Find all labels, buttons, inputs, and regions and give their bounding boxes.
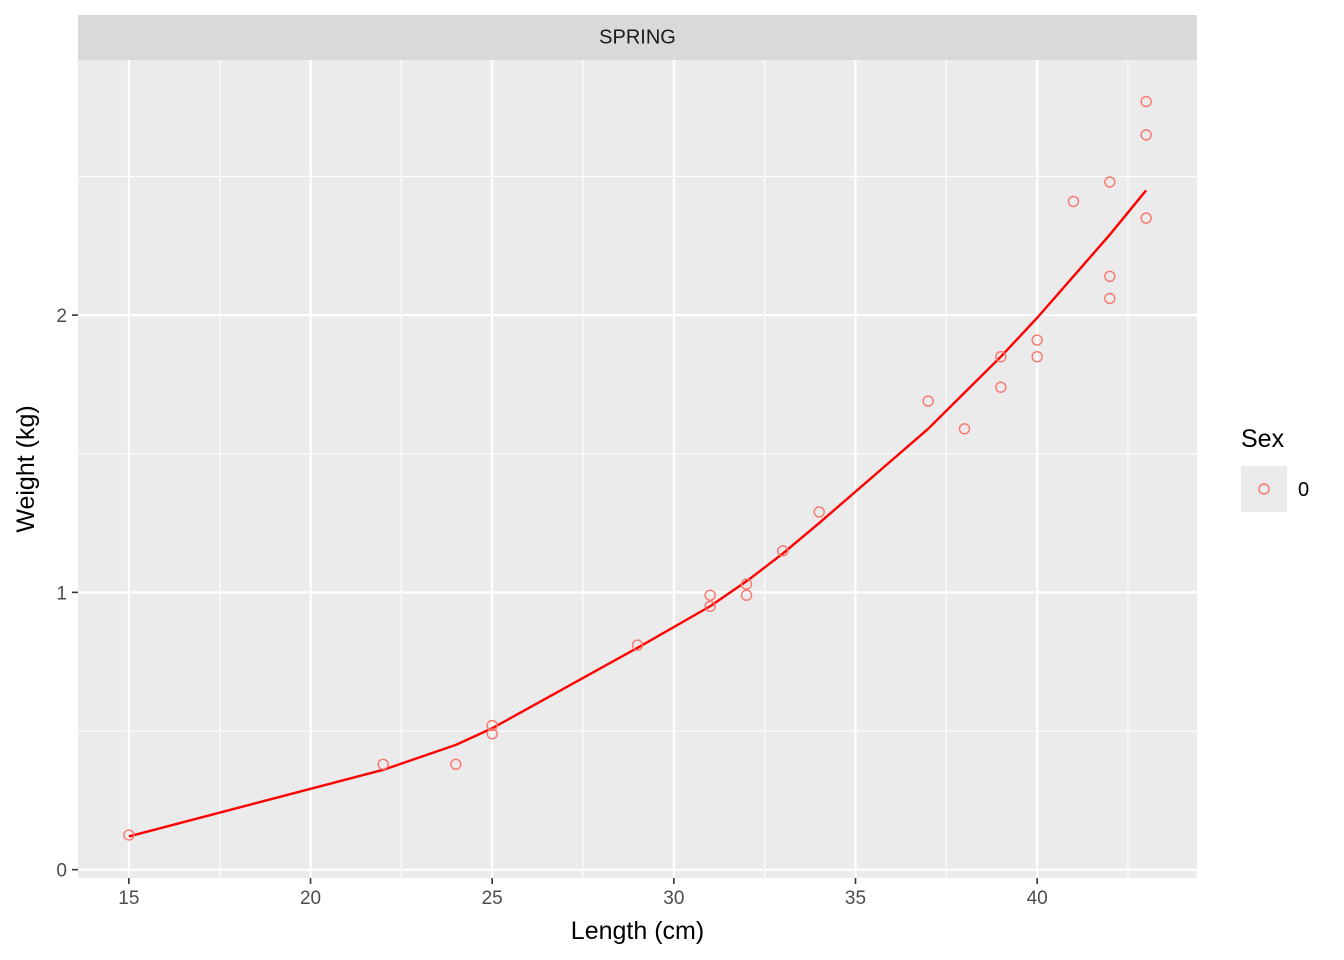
data-point: [1104, 176, 1116, 188]
data-point: [958, 423, 971, 435]
data-point: [450, 758, 462, 771]
minor-grid: [78, 60, 1197, 878]
legend-title: Sex: [1241, 425, 1285, 453]
data-point: [1104, 292, 1116, 305]
x-tick-label: 25: [482, 888, 503, 909]
data-point: [1104, 270, 1116, 282]
x-tick-label: 15: [118, 888, 139, 909]
x-axis: 15 20 25 30 35 40: [118, 878, 1048, 909]
legend-key: [1241, 466, 1287, 512]
y-tick-label: 0: [56, 861, 67, 882]
legend: Sex 0: [1241, 425, 1309, 512]
data-point: [704, 600, 716, 612]
data-point: [1067, 195, 1080, 208]
data-point: [922, 395, 934, 407]
data-point: [1031, 350, 1043, 363]
fit-line: [128, 189, 1148, 838]
data-point: [777, 545, 789, 557]
data-point: [486, 719, 498, 732]
legend-marker: [1258, 483, 1270, 495]
y-axis: 0 1 2: [56, 306, 78, 882]
facet-label: SPRING: [599, 27, 676, 49]
y-tick-label: 1: [56, 583, 67, 604]
data-point: [1140, 95, 1152, 108]
y-tick-label: 2: [56, 306, 67, 327]
data-point: [486, 728, 498, 740]
x-tick-label: 35: [845, 888, 866, 909]
data-point: [631, 639, 644, 651]
fit-line-layer: [128, 189, 1148, 838]
data-point: [995, 381, 1007, 393]
data-point: [813, 506, 825, 518]
x-tick-label: 20: [300, 888, 321, 909]
x-tick-label: 30: [663, 888, 684, 909]
data-point: [1140, 212, 1152, 224]
data-point: [704, 589, 716, 601]
points-layer: [123, 95, 1152, 841]
data-point: [740, 589, 753, 601]
facet-strip: [78, 15, 1197, 60]
major-grid: [78, 60, 1197, 878]
data-point: [740, 578, 753, 590]
plot-panel: [78, 60, 1197, 878]
data-point: [377, 758, 389, 771]
data-point: [1140, 129, 1152, 141]
data-point: [1031, 334, 1043, 346]
x-tick-label: 40: [1027, 888, 1048, 909]
x-axis-title: Length (cm): [571, 917, 704, 945]
data-point: [995, 350, 1007, 363]
legend-label: 0: [1298, 479, 1309, 501]
y-axis-title: Weight (kg): [12, 405, 40, 532]
data-point: [123, 829, 135, 841]
